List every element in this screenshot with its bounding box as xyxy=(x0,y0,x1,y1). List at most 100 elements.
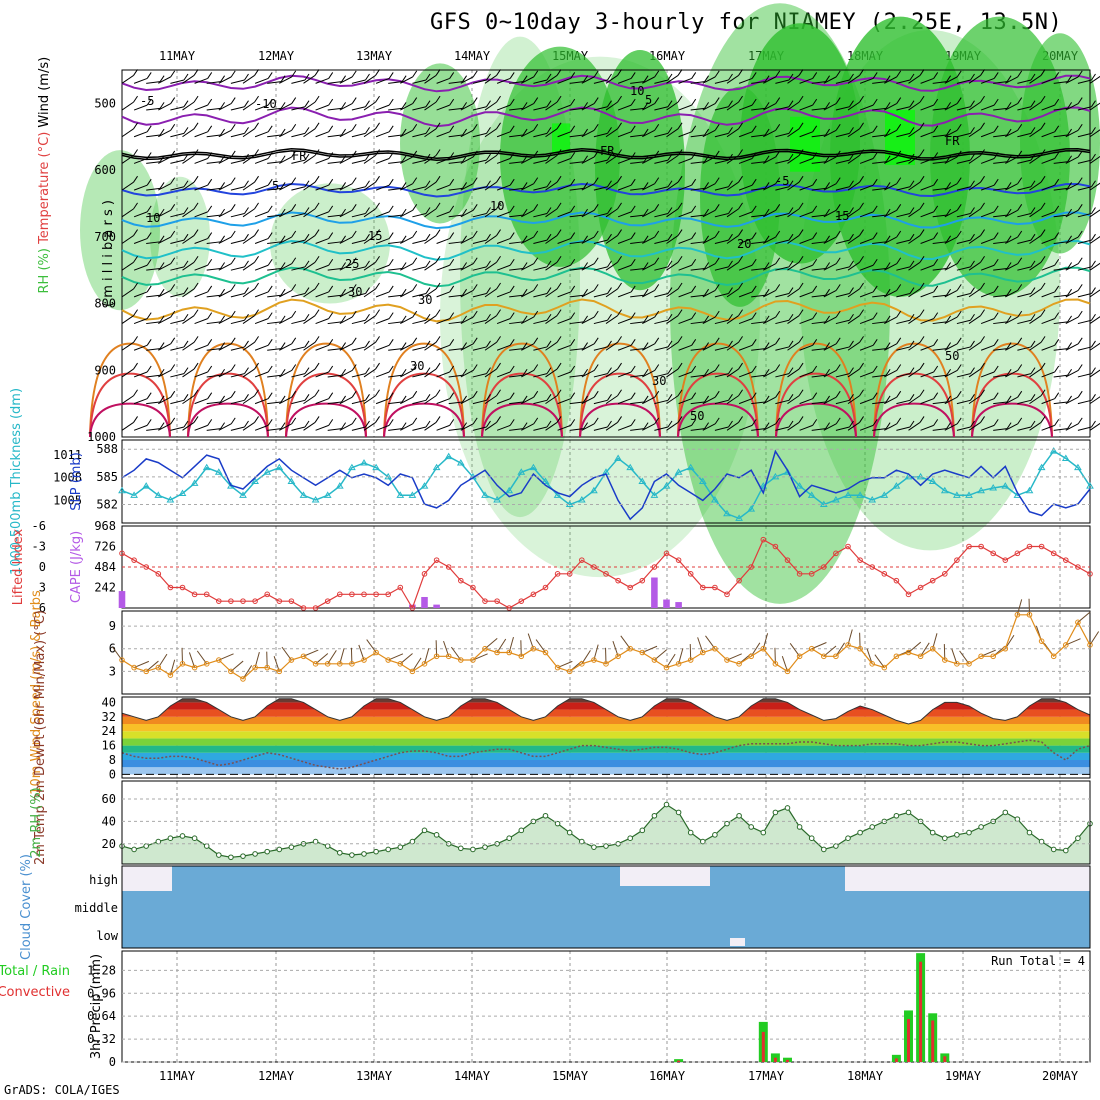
wind-barb-flag xyxy=(570,125,576,133)
wind-barb xyxy=(1053,321,1068,325)
wind-barb xyxy=(581,236,595,244)
wind-barb xyxy=(799,318,813,325)
wind-barb-flag xyxy=(691,125,697,133)
wind-barb xyxy=(521,263,534,271)
wind-barb-flag xyxy=(314,362,320,370)
wind-barb-flag xyxy=(1006,262,1012,269)
wind-barb xyxy=(1053,374,1068,378)
wind-barb xyxy=(375,398,390,405)
contour-label: 10 xyxy=(630,84,644,98)
wind-barb xyxy=(1017,266,1032,271)
wind-barb xyxy=(593,186,608,191)
wind-barb-flag xyxy=(583,182,589,189)
wind-barb xyxy=(448,401,463,405)
wind-barb xyxy=(872,214,887,218)
wind-barb-flag xyxy=(546,260,552,268)
wind-barb-flag xyxy=(220,395,226,403)
wind-barb xyxy=(400,76,413,84)
wind-barb-flag xyxy=(1077,123,1083,131)
wind-barb-flag xyxy=(607,100,612,107)
rh2m-point xyxy=(712,832,718,838)
wind-barb-flag xyxy=(486,233,491,241)
wind-barb xyxy=(1077,426,1092,431)
wind-barb xyxy=(315,211,329,218)
wind-barb-flag xyxy=(677,336,683,343)
wind-barb-flag xyxy=(704,102,710,109)
wind-barb xyxy=(799,104,813,111)
lifted-index-point xyxy=(155,571,162,577)
wind-barb-flag xyxy=(764,155,770,163)
wind-barb xyxy=(400,209,413,218)
wind-barb-flag xyxy=(533,364,539,371)
wind-barb-flag xyxy=(1077,230,1083,238)
thickness-line-point xyxy=(481,491,489,498)
wind-barb xyxy=(956,186,971,191)
wind-barb xyxy=(1065,370,1079,378)
wind-barb-flag xyxy=(230,390,236,398)
wind-barb xyxy=(424,181,437,191)
wind-barb-flag xyxy=(607,313,612,321)
wind-barb xyxy=(545,368,558,378)
wind-barb-flag xyxy=(872,419,878,426)
wind-barb xyxy=(884,103,897,111)
wind-barb xyxy=(206,214,221,218)
wind-barb xyxy=(908,181,921,191)
wind-barb xyxy=(605,288,618,298)
wind-barb xyxy=(630,134,645,138)
wind-barb xyxy=(339,76,353,84)
wind-barb-flag xyxy=(825,288,831,296)
wind-barb xyxy=(630,348,645,351)
wind-barb-flag xyxy=(1006,208,1012,216)
wind-barb-flag xyxy=(1091,100,1096,107)
wind-barb xyxy=(835,319,850,325)
wind-barb-flag xyxy=(933,178,939,186)
wind-barb xyxy=(557,104,571,111)
wind-barb-flag xyxy=(835,123,841,131)
wind-barb xyxy=(267,241,282,244)
lifted-index-point xyxy=(929,577,936,584)
wind-barb xyxy=(545,315,558,324)
wind10-ytick: 6 xyxy=(109,642,116,656)
wind-barb xyxy=(980,238,995,244)
isotherm-hump xyxy=(187,372,269,438)
wind-barb xyxy=(751,348,766,351)
wind-barb xyxy=(726,155,739,164)
wind-barb xyxy=(339,423,353,431)
wind-barb-flag xyxy=(230,177,236,184)
wind-barb xyxy=(932,348,947,351)
wind-barb-flag xyxy=(775,204,781,211)
wind-barb-flag xyxy=(496,336,501,343)
wind-barb-flag xyxy=(1067,208,1073,216)
wind-barb-flag xyxy=(375,282,380,290)
wind-barb-flag xyxy=(1091,313,1096,321)
lifted-index-point xyxy=(700,584,706,591)
wind-barb xyxy=(1053,134,1068,138)
wind-barb-flag xyxy=(946,395,952,403)
wind-barb xyxy=(158,263,171,271)
wind-barb-flag xyxy=(691,258,697,266)
wind-barb xyxy=(678,211,692,218)
cape-bar xyxy=(663,599,670,608)
wind-barb xyxy=(484,288,497,298)
wind-barb-flag xyxy=(388,98,394,106)
wind-barb-flag xyxy=(1030,207,1036,214)
wind-barb xyxy=(605,261,618,271)
lifted-index-point xyxy=(518,598,525,604)
wind-barb-flag xyxy=(859,175,864,183)
wind-barb-flag xyxy=(220,182,226,189)
wind-barb-flag xyxy=(365,207,370,214)
wind-barb-flag xyxy=(462,75,468,82)
wind-barb xyxy=(533,293,548,298)
wind-barb-flag xyxy=(993,339,999,346)
wind-barb xyxy=(315,398,329,405)
wind-barb xyxy=(859,398,874,405)
precip-ytick: 1.28 xyxy=(87,963,116,977)
wind-barb-flag xyxy=(812,232,818,239)
wind-barb-flag xyxy=(993,365,999,373)
wind-barb-flag xyxy=(607,180,612,188)
wind-barb xyxy=(714,373,729,378)
wind-barb-flag xyxy=(133,389,138,397)
wind-barb-flag xyxy=(207,258,213,266)
wind-barb-flag xyxy=(509,178,515,186)
lifted-index-point xyxy=(421,571,428,577)
